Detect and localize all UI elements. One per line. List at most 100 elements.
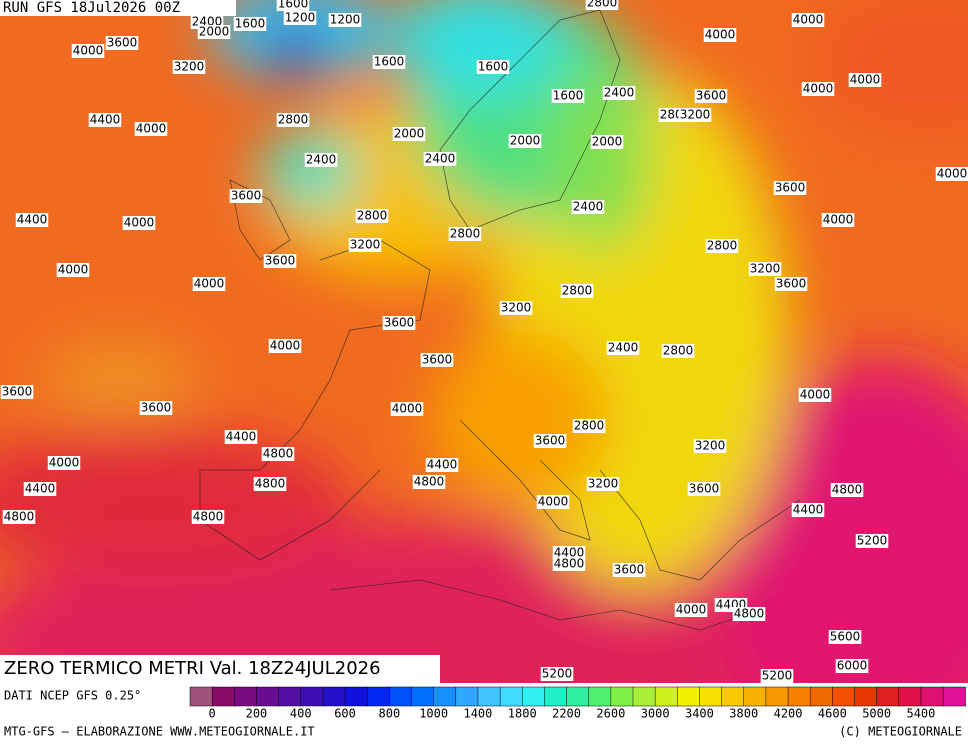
contour-label-bg xyxy=(122,216,156,230)
contour-label-bg xyxy=(602,86,636,100)
contour-value: 2400 xyxy=(306,153,337,167)
contour-value: 4000 xyxy=(194,277,225,291)
contour-label-bg xyxy=(935,167,968,181)
colorbar-swatch xyxy=(765,686,789,707)
contour-value: 3600 xyxy=(107,36,138,50)
contour-label-bg xyxy=(172,60,206,74)
contour-label-bg xyxy=(412,475,446,489)
contour-value: 4800 xyxy=(832,483,863,497)
colorbar-swatch xyxy=(743,686,767,707)
colorbar-swatch xyxy=(477,686,501,707)
contour-value: 3600 xyxy=(2,385,33,399)
colorbar-swatch xyxy=(854,686,878,707)
colorbar-swatch xyxy=(699,686,723,707)
contour-value: 4800 xyxy=(255,477,286,491)
contour-value: 3600 xyxy=(535,434,566,448)
contour-label-bg xyxy=(536,495,570,509)
contour-value: 4800 xyxy=(4,510,35,524)
contour-label-bg xyxy=(533,434,567,448)
contour-label-bg xyxy=(355,209,389,223)
contour-label-bg xyxy=(773,181,807,195)
contour-label-bg xyxy=(703,28,737,42)
contour-label: 3600 xyxy=(139,401,173,415)
contour-value: 4000 xyxy=(538,495,569,509)
contour-label-bg xyxy=(229,189,263,203)
contour-label-bg xyxy=(835,659,869,673)
contour-label: 3600 xyxy=(687,482,721,496)
contour-label-bg xyxy=(0,385,34,399)
contour-label-bg xyxy=(732,607,766,621)
colorbar-swatch xyxy=(322,686,346,707)
contour-label-bg xyxy=(606,341,640,355)
contour-label-bg xyxy=(390,402,424,416)
contour-label: 5200 xyxy=(855,534,889,548)
contour-value: 5200 xyxy=(857,534,888,548)
contour-label: 3200 xyxy=(678,108,712,122)
contour-value: 3600 xyxy=(265,254,296,268)
contour-label: 4000 xyxy=(791,13,825,27)
contour-value: 4800 xyxy=(263,447,294,461)
contour-label: 2800 xyxy=(560,284,594,298)
contour-label-bg xyxy=(572,419,606,433)
contour-label-bg xyxy=(348,238,382,252)
contour-value: 4400 xyxy=(554,546,585,560)
contour-label-bg xyxy=(612,563,646,577)
contour-label: 2400 xyxy=(606,341,640,355)
run-label: RUN GFS 18Jul2026 00Z xyxy=(3,0,180,16)
contour-label: 3600 xyxy=(382,316,416,330)
contour-label: 2400 xyxy=(304,153,338,167)
colorbar-swatch xyxy=(211,686,235,707)
contour-label: 4800 xyxy=(830,483,864,497)
contour-value: 3600 xyxy=(776,277,807,291)
contour-label: 4400 xyxy=(23,482,57,496)
colorbar-swatch xyxy=(411,686,435,707)
colorbar: 0 200 400 600 800 1000 1400 1800 2200 2600 3000 340… xyxy=(189,686,966,721)
contour-label: 2800 xyxy=(355,209,389,223)
contour-value: 1600 xyxy=(278,0,309,11)
contour-label-bg xyxy=(552,557,586,571)
contour-value: 4800 xyxy=(193,510,224,524)
contour-label-bg xyxy=(774,277,808,291)
contour-label-bg xyxy=(139,401,173,415)
colorbar-swatch xyxy=(721,686,745,707)
contour-label-bg xyxy=(448,227,482,241)
contour-value: 2000 xyxy=(199,25,230,39)
contour-label: 4400 xyxy=(88,113,122,127)
contour-label: 4000 xyxy=(192,277,226,291)
contour-label: 4000 xyxy=(536,495,570,509)
contour-label-bg xyxy=(476,60,510,74)
contour-label: 4000 xyxy=(703,28,737,42)
contour-label: 5200 xyxy=(760,669,794,683)
colorbar-swatch xyxy=(499,686,523,707)
contour-label: 3600 xyxy=(420,353,454,367)
contour-label: 4800 xyxy=(261,447,295,461)
colorbar-swatch xyxy=(433,686,457,707)
title-box xyxy=(0,655,440,683)
contour-label: 2000 xyxy=(590,135,624,149)
colorbar-tick-label: 800 xyxy=(379,707,401,721)
contour-value: 2400 xyxy=(608,341,639,355)
contour-label: 2800 xyxy=(448,227,482,241)
contour-value: 6000 xyxy=(837,659,868,673)
contour-label: 2000 xyxy=(197,25,231,39)
contour-value: 4400 xyxy=(17,213,48,227)
contour-label: 2400 xyxy=(423,152,457,166)
contour-value: 1600 xyxy=(553,89,584,103)
contour-label-bg xyxy=(2,510,36,524)
contour-label: 1600 xyxy=(233,17,267,31)
contour-label: 3600 xyxy=(774,277,808,291)
contour-label-bg xyxy=(585,0,619,10)
contour-label-bg xyxy=(705,239,739,253)
contour-label: 4000 xyxy=(390,402,424,416)
contour-label-bg xyxy=(687,482,721,496)
colorbar-tick-label: 400 xyxy=(290,707,312,721)
contour-value: 3200 xyxy=(174,60,205,74)
colorbar-tick-label: 3000 xyxy=(641,707,670,721)
contour-value: 4000 xyxy=(49,456,80,470)
contour-label: 4000 xyxy=(268,339,302,353)
colorbar-swatch xyxy=(654,686,678,707)
contour-value: 4000 xyxy=(136,122,167,136)
contour-label: 3200 xyxy=(172,60,206,74)
contour-label-bg xyxy=(586,477,620,491)
contour-label-bg xyxy=(423,152,457,166)
